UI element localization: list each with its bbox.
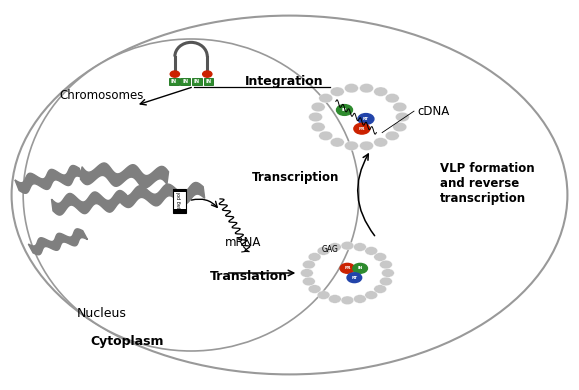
Circle shape	[374, 285, 387, 293]
Circle shape	[341, 296, 354, 305]
Text: IN: IN	[357, 266, 363, 270]
Bar	[169, 78, 179, 85]
Circle shape	[319, 131, 333, 140]
Circle shape	[360, 141, 373, 151]
Bar	[192, 78, 202, 85]
Text: Chromosomes: Chromosomes	[59, 89, 144, 102]
Text: IN: IN	[206, 79, 211, 83]
Bar	[173, 189, 186, 192]
Circle shape	[328, 243, 341, 251]
Circle shape	[308, 285, 321, 293]
Circle shape	[301, 269, 313, 277]
Circle shape	[345, 141, 358, 151]
Circle shape	[347, 273, 362, 283]
Text: mRNA: mRNA	[225, 236, 261, 249]
Text: Integration: Integration	[244, 75, 323, 89]
Circle shape	[341, 241, 354, 250]
Circle shape	[319, 94, 333, 103]
Circle shape	[328, 295, 341, 303]
Text: IN: IN	[342, 108, 347, 112]
Circle shape	[395, 112, 409, 122]
Bar	[181, 78, 190, 85]
Text: IN: IN	[182, 79, 188, 83]
Circle shape	[309, 112, 323, 122]
Circle shape	[365, 246, 378, 255]
Circle shape	[393, 122, 406, 132]
Text: Cytoplasm: Cytoplasm	[91, 335, 164, 348]
Bar	[173, 209, 186, 213]
Circle shape	[353, 263, 368, 273]
Circle shape	[330, 87, 344, 96]
Text: Transcription: Transcription	[252, 171, 339, 184]
Circle shape	[374, 253, 387, 261]
Circle shape	[336, 105, 353, 115]
Circle shape	[380, 277, 393, 286]
Text: PR: PR	[344, 266, 351, 270]
Circle shape	[317, 246, 330, 255]
Text: RT: RT	[351, 276, 357, 280]
Text: PR: PR	[358, 127, 365, 131]
Text: gag pol: gag pol	[177, 192, 182, 210]
Circle shape	[312, 122, 325, 132]
Circle shape	[354, 243, 367, 251]
Text: IN: IN	[171, 79, 177, 83]
Circle shape	[374, 138, 387, 147]
Bar	[173, 189, 186, 213]
Circle shape	[374, 87, 387, 96]
Ellipse shape	[23, 39, 359, 351]
Text: GAG: GAG	[321, 245, 339, 254]
Polygon shape	[80, 163, 168, 188]
Circle shape	[302, 277, 315, 286]
Text: Nucleus: Nucleus	[76, 307, 126, 321]
Circle shape	[308, 253, 321, 261]
Circle shape	[385, 94, 399, 103]
Circle shape	[385, 131, 399, 140]
Text: cDNA: cDNA	[417, 105, 449, 118]
Text: IN: IN	[194, 79, 200, 83]
Circle shape	[354, 295, 367, 303]
Circle shape	[354, 123, 370, 134]
Polygon shape	[119, 183, 205, 207]
Circle shape	[302, 260, 315, 269]
Circle shape	[380, 260, 393, 269]
Circle shape	[360, 83, 373, 93]
Circle shape	[340, 263, 355, 273]
Circle shape	[365, 291, 378, 300]
Circle shape	[358, 113, 374, 124]
Circle shape	[330, 138, 344, 147]
Bar	[204, 78, 213, 85]
Circle shape	[170, 71, 179, 77]
Polygon shape	[52, 190, 128, 215]
Text: RT: RT	[363, 117, 369, 121]
Polygon shape	[15, 165, 83, 193]
Text: VLP formation
and reverse
transcription: VLP formation and reverse transcription	[440, 162, 534, 205]
Circle shape	[203, 71, 212, 77]
Circle shape	[317, 291, 330, 300]
Circle shape	[393, 102, 406, 112]
Circle shape	[382, 269, 394, 277]
Circle shape	[345, 83, 358, 93]
Ellipse shape	[12, 16, 567, 374]
Polygon shape	[28, 229, 87, 255]
Text: Translation: Translation	[210, 270, 288, 284]
Circle shape	[312, 102, 325, 112]
